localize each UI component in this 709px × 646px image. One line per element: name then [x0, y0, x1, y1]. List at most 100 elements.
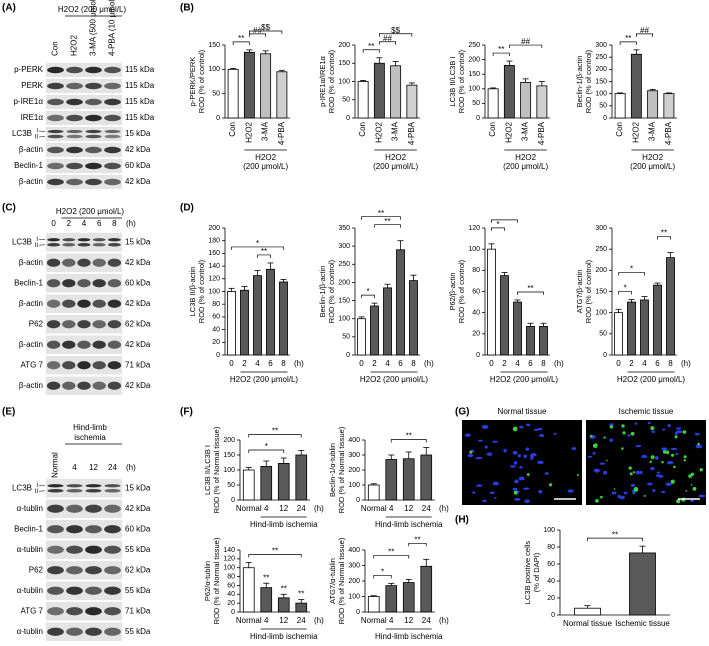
y-axis-label: ROD (% of Normal tissue) — [337, 537, 346, 624]
band — [85, 488, 102, 493]
band — [62, 279, 76, 288]
y-tick-label: 100 — [595, 310, 607, 317]
x-unit: (h) — [424, 359, 434, 368]
x-tick-label: 4-PBA — [664, 121, 673, 145]
y-axis-label: ROD (% of control) — [457, 259, 466, 323]
y-tick-label: 250 — [468, 42, 480, 49]
significance-bracket — [408, 542, 427, 547]
x-tick-label: 4 — [264, 616, 269, 625]
y-tick-label: 50 — [227, 482, 235, 489]
bar — [383, 287, 392, 356]
row-size: 55 kDa — [125, 586, 151, 595]
significance: ** — [298, 590, 304, 599]
band — [47, 525, 64, 534]
lc3b-puncta — [600, 495, 603, 499]
band — [47, 488, 64, 493]
significance: ** — [378, 209, 384, 218]
x-tick-label: H2O2 — [504, 121, 513, 142]
band — [85, 66, 102, 74]
blot-strip — [46, 111, 122, 125]
band — [104, 114, 121, 122]
y-tick-label: 150 — [338, 297, 350, 304]
y-tick-label: 20 — [212, 339, 220, 346]
row-label: α-tublin — [17, 586, 43, 595]
band-label: I — [36, 237, 38, 243]
significance-bracket — [232, 41, 250, 45]
bar — [487, 248, 496, 356]
y-axis-label: ROD (% of control) — [197, 259, 206, 323]
row-size: 115 kDa — [125, 65, 155, 74]
significance: ## — [640, 26, 649, 35]
row-label: β-actin — [19, 258, 43, 267]
bar — [370, 305, 379, 356]
x-unit: (h) — [439, 504, 449, 513]
x-axis-label: (200 μmol/L) — [243, 162, 288, 171]
x-tick-label: 0 — [229, 359, 234, 368]
bar — [630, 53, 642, 119]
y-tick-label: 0 — [603, 115, 607, 122]
band-label: II — [35, 243, 39, 249]
bar — [385, 459, 398, 501]
significance: * — [366, 287, 369, 296]
band — [62, 381, 76, 390]
micrograph — [462, 420, 582, 505]
y-tick-label: 250 — [595, 54, 607, 61]
nucleus — [492, 440, 499, 443]
y-axis-label: LC3B II/LC3B I — [448, 56, 457, 106]
band — [46, 340, 61, 349]
x-tick-label: 4-PBA — [407, 121, 416, 145]
significance: ** — [661, 229, 667, 238]
band — [107, 299, 122, 308]
y-tick-label: 0 — [231, 609, 235, 616]
y-tick-label: 0 — [216, 352, 220, 359]
band — [46, 361, 61, 370]
x-axis-label: (200 μmol/L) — [503, 162, 548, 171]
x-tick-label: 2 — [629, 359, 634, 368]
row-label: α-tublin — [17, 504, 43, 513]
significance-bracket — [492, 52, 510, 57]
x-tick-label: 3-MA — [391, 121, 400, 141]
nucleus — [553, 432, 557, 435]
band — [85, 566, 102, 575]
nucleus — [533, 428, 539, 431]
band — [77, 279, 91, 288]
x-axis-label: Hind-limb ischemia — [375, 520, 443, 529]
y-tick-label: 80 — [212, 301, 220, 308]
x-tick-label: 8 — [541, 359, 546, 368]
nucleus — [503, 448, 507, 453]
y-tick-label: 160 — [208, 250, 220, 257]
significance-bracket — [587, 537, 643, 542]
x-axis-label: H2O2 (200 μmol/L) — [230, 375, 299, 384]
lc3b-puncta — [590, 434, 593, 438]
nucleus — [513, 497, 521, 501]
y-axis-label: P62/β-actin — [448, 272, 457, 310]
y-axis-label: ROD (% of control) — [457, 49, 466, 113]
band — [104, 607, 121, 616]
row-label: LC3B — [12, 129, 32, 138]
bar — [277, 597, 290, 613]
band — [66, 525, 83, 534]
y-tick-label: 250 — [595, 246, 607, 253]
x-unit: (h) — [439, 616, 449, 625]
band — [104, 178, 121, 186]
nucleus — [486, 452, 493, 456]
bar — [367, 596, 380, 613]
significance: ** — [272, 427, 278, 436]
bar — [243, 51, 255, 119]
band — [47, 66, 64, 74]
x-tick-label: Con — [358, 122, 367, 137]
x-tick-label: 6 — [398, 359, 403, 368]
bar — [420, 454, 433, 501]
y-tick-label: 200 — [468, 56, 480, 63]
band — [104, 504, 121, 513]
nucleus — [587, 455, 593, 458]
band — [66, 545, 83, 554]
band — [104, 525, 121, 534]
bar — [279, 281, 288, 356]
y-tick-label: 300 — [595, 225, 607, 232]
x-tick-label: 8 — [668, 359, 673, 368]
lane-label: Normal — [51, 452, 60, 478]
panel-label: (H) — [455, 515, 469, 526]
nucleus — [675, 430, 683, 434]
